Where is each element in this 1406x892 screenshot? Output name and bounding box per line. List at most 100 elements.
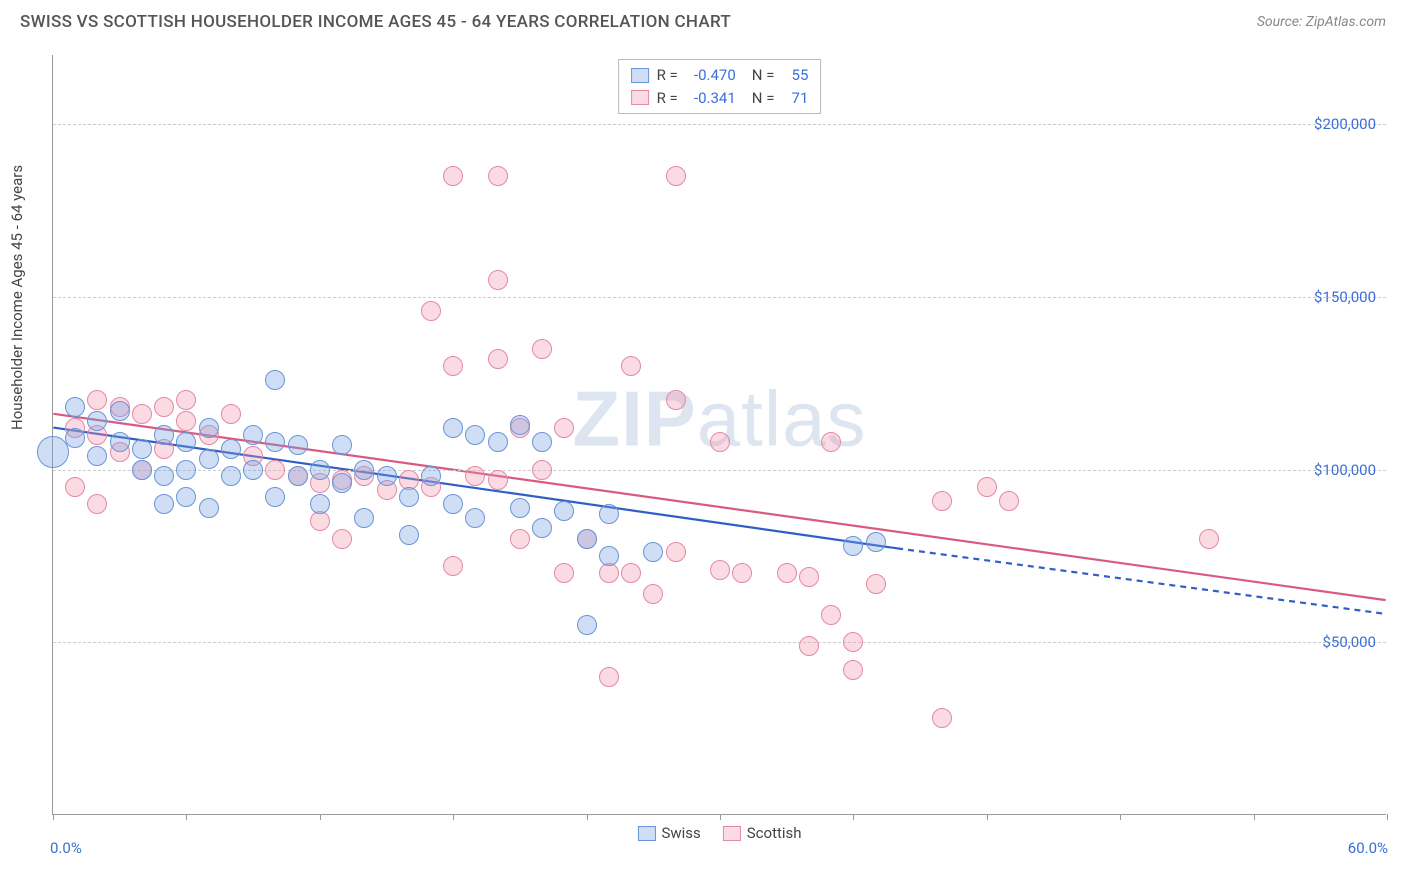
data-point	[554, 563, 574, 583]
data-point	[599, 667, 619, 687]
data-point	[599, 546, 619, 566]
data-point	[443, 418, 463, 438]
correlation-stats-box: R =-0.470N =55R =-0.341N =71	[618, 59, 822, 114]
data-point	[577, 529, 597, 549]
data-point	[666, 390, 686, 410]
data-point	[643, 542, 663, 562]
legend-label: Swiss	[661, 824, 700, 842]
data-point	[577, 615, 597, 635]
data-point	[710, 432, 730, 452]
data-point	[932, 708, 952, 728]
stat-r-label: R =	[657, 64, 678, 87]
data-point	[443, 556, 463, 576]
data-point	[554, 501, 574, 521]
data-point	[354, 508, 374, 528]
data-point	[821, 432, 841, 452]
x-max-label: 60.0%	[1348, 839, 1388, 857]
x-tick	[720, 814, 721, 820]
data-point	[666, 542, 686, 562]
stat-n-value: 71	[782, 87, 808, 110]
x-tick	[320, 814, 321, 820]
data-point	[421, 301, 441, 321]
y-tick-label: $50,000	[1322, 633, 1376, 651]
data-point	[199, 498, 219, 518]
data-point	[154, 494, 174, 514]
data-point	[488, 349, 508, 369]
data-point	[87, 494, 107, 514]
data-point	[465, 425, 485, 445]
data-point	[488, 270, 508, 290]
data-point	[110, 432, 130, 452]
data-point	[65, 397, 85, 417]
data-point	[265, 370, 285, 390]
data-point	[221, 404, 241, 424]
gridline	[53, 297, 1386, 298]
data-point	[243, 460, 263, 480]
x-tick	[1387, 814, 1388, 820]
data-point	[265, 432, 285, 452]
series-swatch	[631, 90, 649, 105]
data-point	[221, 466, 241, 486]
x-tick	[1120, 814, 1121, 820]
data-point	[399, 525, 419, 545]
data-point	[843, 632, 863, 652]
data-point	[488, 166, 508, 186]
legend-label: Scottish	[747, 824, 802, 842]
x-min-label: 0.0%	[50, 839, 82, 857]
gridline	[53, 124, 1386, 125]
data-point	[154, 397, 174, 417]
data-point	[199, 418, 219, 438]
data-point	[154, 466, 174, 486]
x-tick	[587, 814, 588, 820]
stat-n-value: 55	[782, 64, 808, 87]
data-point	[421, 466, 441, 486]
stat-r-value: -0.341	[686, 87, 736, 110]
x-tick	[53, 814, 54, 820]
data-point	[932, 491, 952, 511]
data-point	[65, 428, 85, 448]
data-point	[532, 339, 552, 359]
data-point	[554, 418, 574, 438]
x-tick	[186, 814, 187, 820]
data-point	[87, 446, 107, 466]
data-point	[288, 435, 308, 455]
data-point	[732, 563, 752, 583]
data-point	[510, 498, 530, 518]
data-point	[221, 439, 241, 459]
data-point	[621, 563, 641, 583]
data-point	[176, 390, 196, 410]
data-point	[399, 487, 419, 507]
data-point	[777, 563, 797, 583]
data-point	[532, 432, 552, 452]
data-point	[243, 425, 263, 445]
data-point	[843, 536, 863, 556]
legend-item: Swiss	[637, 824, 700, 842]
source-attribution: Source: ZipAtlas.com	[1257, 14, 1386, 30]
series-swatch	[631, 68, 649, 83]
data-point	[265, 460, 285, 480]
data-point	[176, 487, 196, 507]
legend-swatch	[723, 826, 741, 841]
scatter-chart: ZIPatlas R =-0.470N =55R =-0.341N =71 Sw…	[52, 55, 1386, 815]
data-point	[710, 560, 730, 580]
data-point	[65, 477, 85, 497]
y-tick-label: $150,000	[1314, 288, 1376, 306]
data-point	[310, 494, 330, 514]
data-point	[1199, 529, 1219, 549]
data-point	[465, 466, 485, 486]
data-point	[999, 491, 1019, 511]
stat-n-label: N =	[752, 87, 775, 110]
data-point	[443, 494, 463, 514]
data-point	[977, 477, 997, 497]
data-point	[488, 470, 508, 490]
x-tick	[987, 814, 988, 820]
data-point	[599, 504, 619, 524]
data-point	[199, 449, 219, 469]
data-point	[532, 518, 552, 538]
data-point	[532, 460, 552, 480]
data-point	[599, 563, 619, 583]
data-point	[821, 605, 841, 625]
data-point	[110, 401, 130, 421]
data-point	[176, 411, 196, 431]
chart-title: SWISS VS SCOTTISH HOUSEHOLDER INCOME AGE…	[20, 12, 731, 32]
